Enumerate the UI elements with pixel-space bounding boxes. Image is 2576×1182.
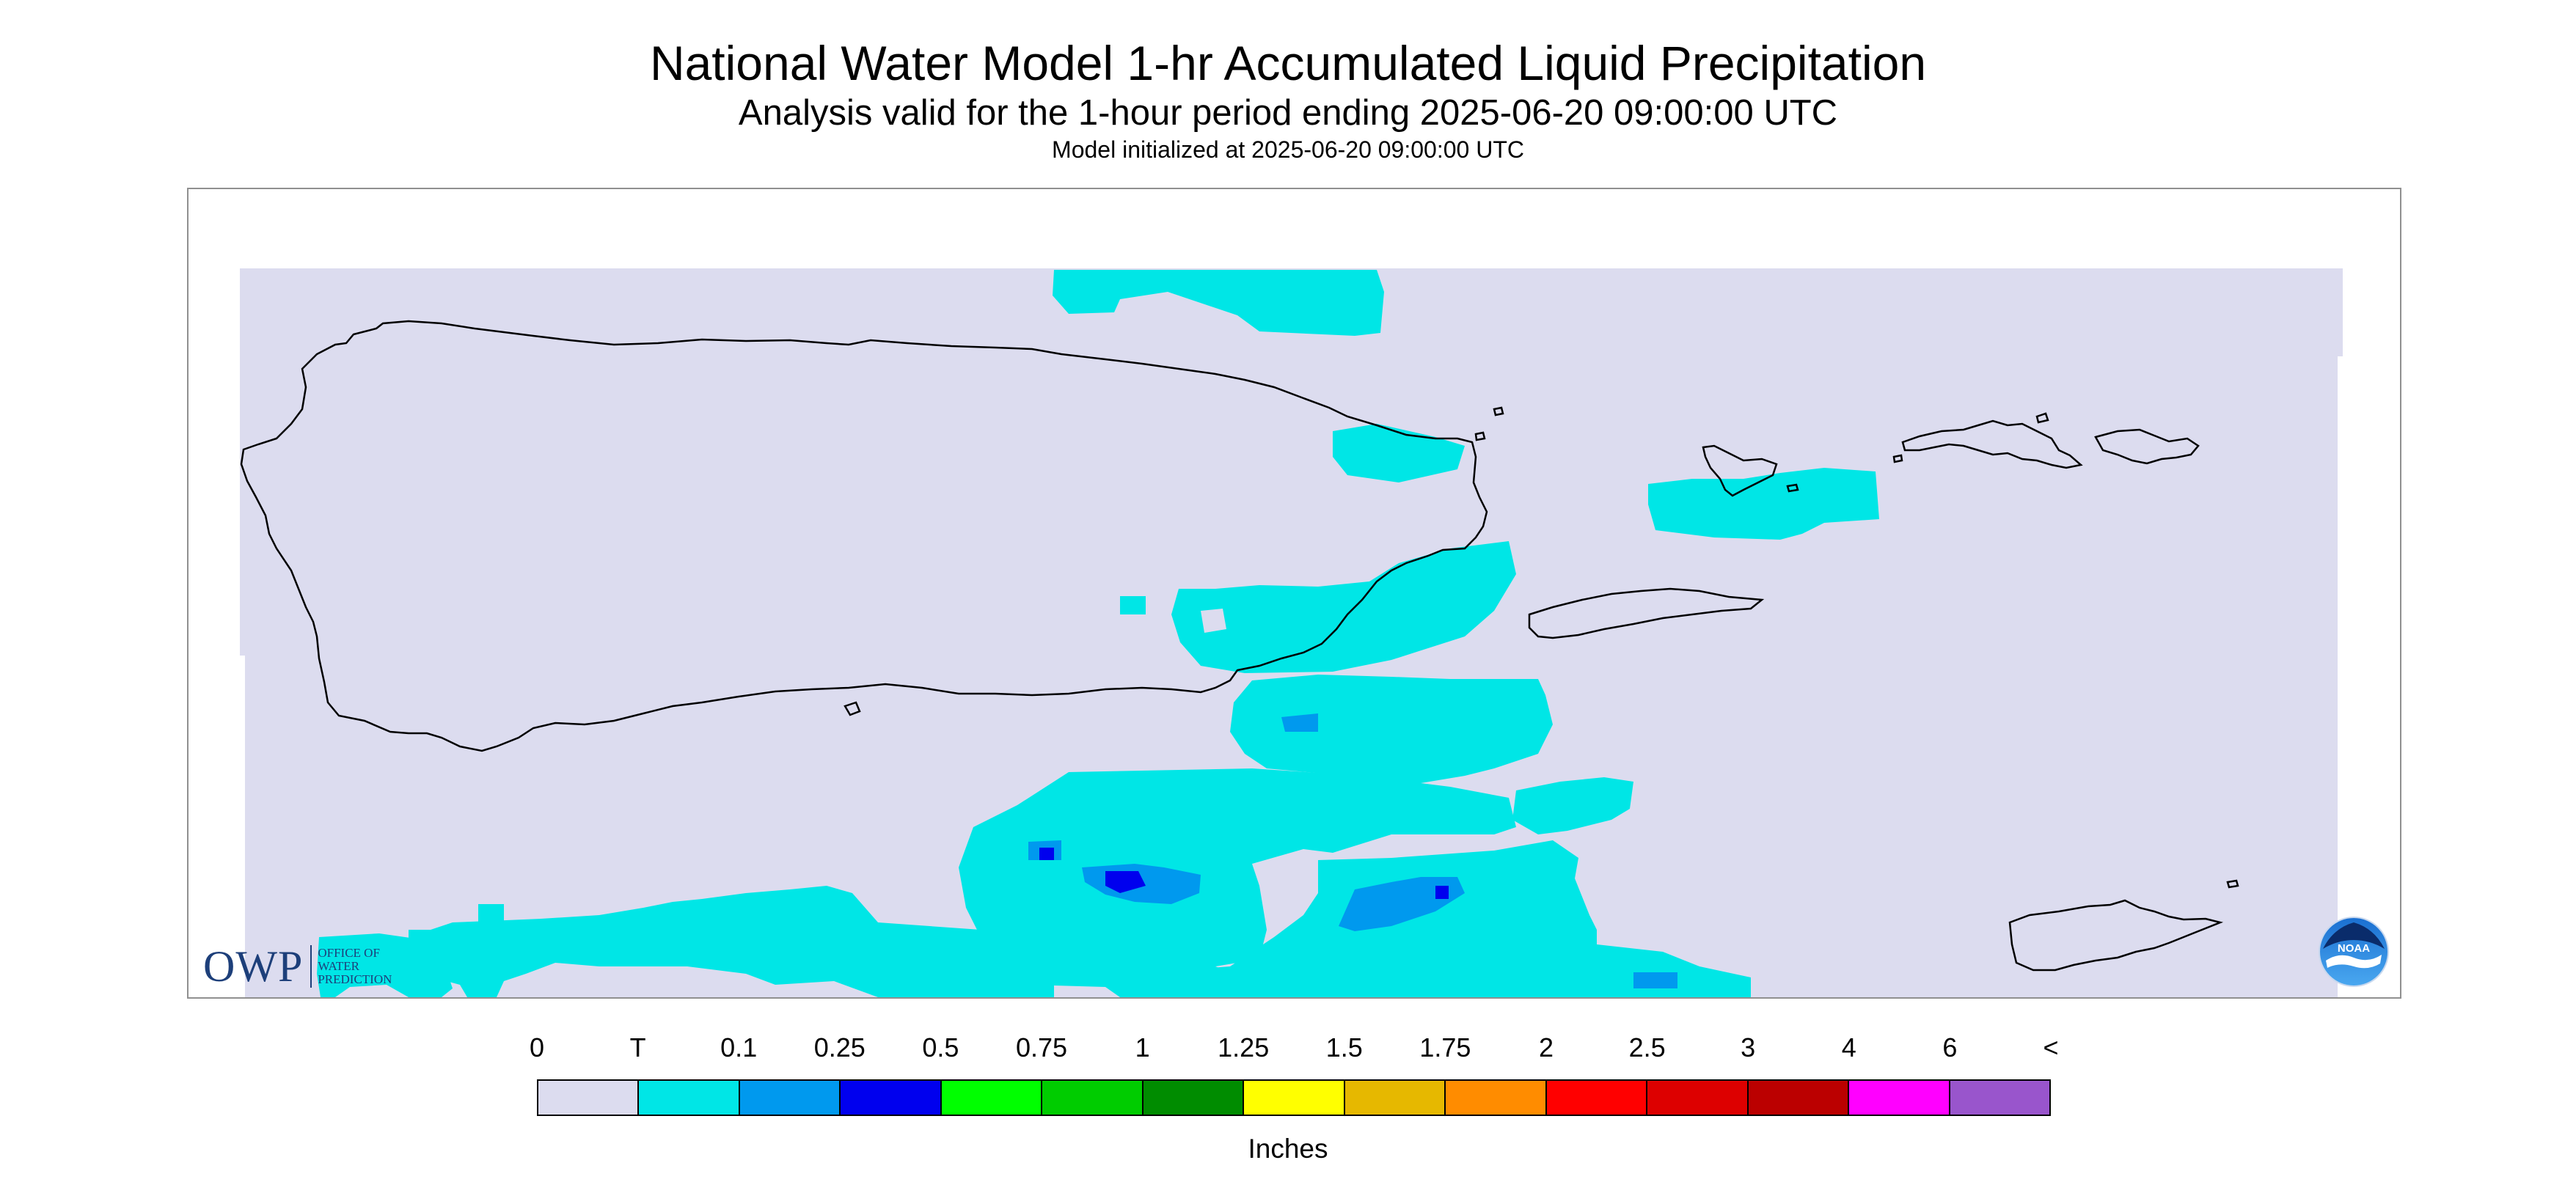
- precip-area: [423, 886, 1256, 997]
- legend-tick-label: 2: [1538, 1032, 1554, 1062]
- legend-swatch: [1748, 1081, 1850, 1115]
- legend-tick-label: 0.25: [813, 1032, 866, 1062]
- owp-logo-line: PREDICTION: [318, 972, 392, 986]
- islet: [1892, 454, 1903, 463]
- legend-unit-label: Inches: [1248, 1134, 1328, 1164]
- legend-tick-label: <: [2043, 1032, 2059, 1062]
- owp-logo-divider: [310, 945, 312, 988]
- precip-trace-areas: [317, 270, 1879, 997]
- precip-0-25-areas: [1039, 848, 1449, 899]
- legend-tick-label: 1.75: [1419, 1032, 1471, 1062]
- legend-swatch: [1446, 1081, 1547, 1115]
- legend-swatch: [1344, 1081, 1446, 1115]
- legend-tick-label: 1.25: [1218, 1032, 1270, 1062]
- legend-tick-label: 6: [1942, 1032, 1958, 1062]
- precip-area: [926, 985, 966, 997]
- islet: [2226, 879, 2239, 889]
- legend-tick-label: 2.5: [1628, 1032, 1666, 1062]
- culebra-coastline: [1702, 444, 1778, 497]
- legend-tick-label: 3: [1741, 1032, 1756, 1062]
- legend-swatch: [1546, 1081, 1648, 1115]
- legend-swatch: [1244, 1081, 1345, 1115]
- precip-area: [1120, 596, 1146, 614]
- precip-area: [1435, 886, 1449, 899]
- legend-color-bar: [537, 1079, 2051, 1116]
- vieques-coastline: [1528, 587, 1765, 639]
- precip-area: [482, 955, 511, 966]
- st-john-coastline: [2094, 428, 2200, 465]
- legend-tick-label: 1: [1135, 1032, 1150, 1062]
- islet: [1474, 431, 1486, 441]
- precip-area: [1339, 877, 1465, 931]
- legend-tick-label: 1.5: [1325, 1032, 1363, 1062]
- legend-labels: 0 T 0.1 0.25 0.5 0.75 1 1.25 1.5 1.75 2 2.5 3 4 6 <: [493, 1032, 2080, 1069]
- owp-logo-mark: OWP: [203, 941, 304, 991]
- legend-swatch: [1143, 1081, 1245, 1115]
- precip-area: [1053, 270, 1384, 336]
- precip-area: [1230, 675, 1553, 785]
- noaa-logo-icon: NOAA: [2319, 917, 2389, 987]
- owp-logo-text: OFFICE OF WATER PREDICTION: [318, 947, 392, 986]
- model-init-line: Model initialized at 2025-06-20 09:00:00…: [1052, 136, 1524, 163]
- st-croix-coastline: [2008, 899, 2224, 972]
- legend-tick-label: 4: [1841, 1032, 1856, 1062]
- noaa-logo-text: NOAA: [2338, 942, 2370, 955]
- islet: [1786, 483, 1799, 493]
- legend-swatch: [841, 1081, 942, 1115]
- precipitation-map: [240, 268, 2343, 997]
- precip-area: [478, 904, 504, 937]
- precip-area: [1105, 871, 1146, 893]
- islet: [2035, 412, 2049, 424]
- precip-area: [1171, 541, 1516, 673]
- precip-area: [1039, 848, 1054, 860]
- coastlines: [240, 320, 2239, 972]
- legend-swatch: [739, 1081, 841, 1115]
- legend-swatch: [1950, 1081, 2050, 1115]
- precip-area: [1010, 985, 1054, 997]
- legend-swatch: [639, 1081, 740, 1115]
- legend-swatch: [1647, 1081, 1749, 1115]
- precip-area: [959, 768, 1516, 981]
- legend-tick-label: T: [629, 1032, 646, 1062]
- legend-swatch: [1042, 1081, 1144, 1115]
- islet: [1493, 406, 1504, 416]
- legend-swatch: [538, 1081, 640, 1115]
- islet: [844, 701, 861, 716]
- precip-area: [1303, 990, 1333, 997]
- owp-logo: OWP OFFICE OF WATER PREDICTION: [203, 942, 392, 991]
- precip-area: [1633, 972, 1677, 988]
- legend-swatch: [941, 1081, 1043, 1115]
- legend-tick-label: 0: [529, 1032, 545, 1062]
- precip-area: [1281, 713, 1318, 732]
- precip-gap: [1201, 609, 1226, 633]
- precip-area: [1648, 468, 1879, 540]
- owp-logo-line: WATER: [318, 959, 360, 973]
- legend-tick-label: 0.75: [1015, 1032, 1068, 1062]
- map-subtitle: Analysis valid for the 1-hour period end…: [738, 93, 1838, 133]
- map-frame: OWP OFFICE OF WATER PREDICTION NOAA: [187, 188, 2401, 999]
- precip-area: [1512, 777, 1633, 834]
- legend-tick-label: 0.1: [720, 1032, 758, 1062]
- precip-area: [317, 933, 453, 997]
- st-thomas-coastline: [1901, 419, 2083, 469]
- puerto-rico-coastline: [240, 320, 1488, 752]
- legend-tick-label: 0.5: [922, 1032, 959, 1062]
- legend-swatch: [1849, 1081, 1950, 1115]
- map-title: National Water Model 1-hr Accumulated Li…: [649, 36, 1927, 90]
- owp-logo-line: OFFICE OF: [318, 946, 380, 960]
- precip-area: [1127, 840, 1751, 997]
